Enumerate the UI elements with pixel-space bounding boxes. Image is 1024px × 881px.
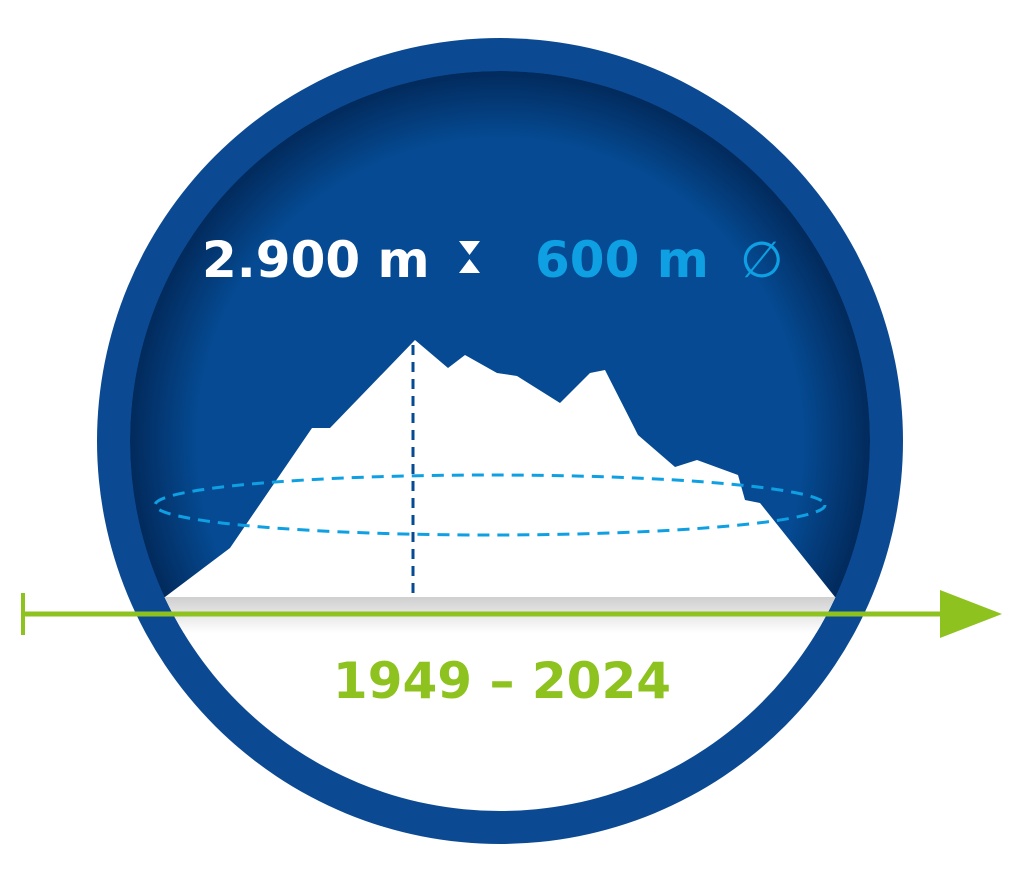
period-label: 1949 – 2024	[333, 652, 671, 710]
diameter-label: 600 m	[535, 231, 709, 289]
timeline-arrow	[21, 590, 1002, 638]
hourglass-altitude-icon	[459, 241, 480, 273]
diameter-ellipse	[153, 473, 827, 537]
height-label: 2.900 m	[202, 231, 430, 289]
mountain	[165, 340, 835, 597]
diameter-symbol: ∅	[740, 231, 784, 289]
